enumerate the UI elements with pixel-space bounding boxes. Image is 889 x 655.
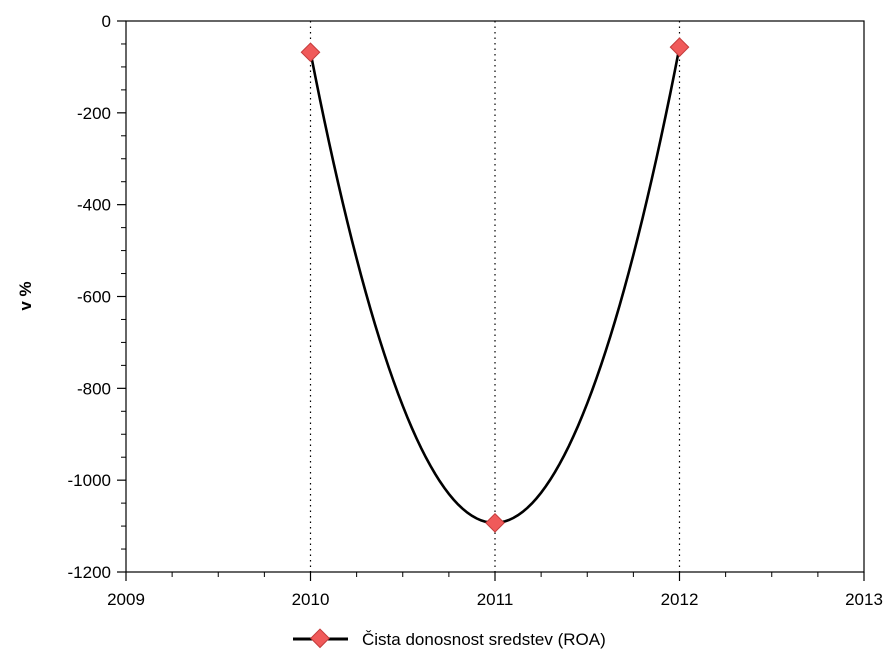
y-tick-label--600: -600 <box>77 288 111 307</box>
x-axis: 2009 2010 2011 2012 2013 <box>107 572 883 609</box>
x-tick-label-2012: 2012 <box>661 590 699 609</box>
y-tick-label--400: -400 <box>77 196 111 215</box>
grid-lines <box>309 21 681 572</box>
data-point-2010 <box>300 42 321 63</box>
series-group <box>300 37 690 533</box>
data-point-2012 <box>669 37 690 58</box>
legend: Čista donosnost sredstev (ROA) <box>293 628 606 649</box>
y-axis: -1200 -1000 -800 -600 -400 -200 0 <box>68 12 126 582</box>
y-tick-label-0: 0 <box>102 12 111 31</box>
y-tick-label--1000: -1000 <box>68 471 111 490</box>
y-tick-label--1200: -1200 <box>68 563 111 582</box>
legend-marker-swatch <box>310 628 330 649</box>
data-point-2011 <box>485 512 505 533</box>
x-tick-label-2013: 2013 <box>845 590 883 609</box>
legend-entry-label: Čista donosnost sredstev (ROA) <box>362 630 606 649</box>
x-tick-label-2011: 2011 <box>477 590 514 609</box>
y-tick-label--200: -200 <box>77 104 111 123</box>
x-tick-label-2009: 2009 <box>107 590 145 609</box>
y-tick-label--800: -800 <box>77 379 111 398</box>
x-tick-label-2010: 2010 <box>292 590 330 609</box>
y-axis-label: v % <box>16 281 35 310</box>
